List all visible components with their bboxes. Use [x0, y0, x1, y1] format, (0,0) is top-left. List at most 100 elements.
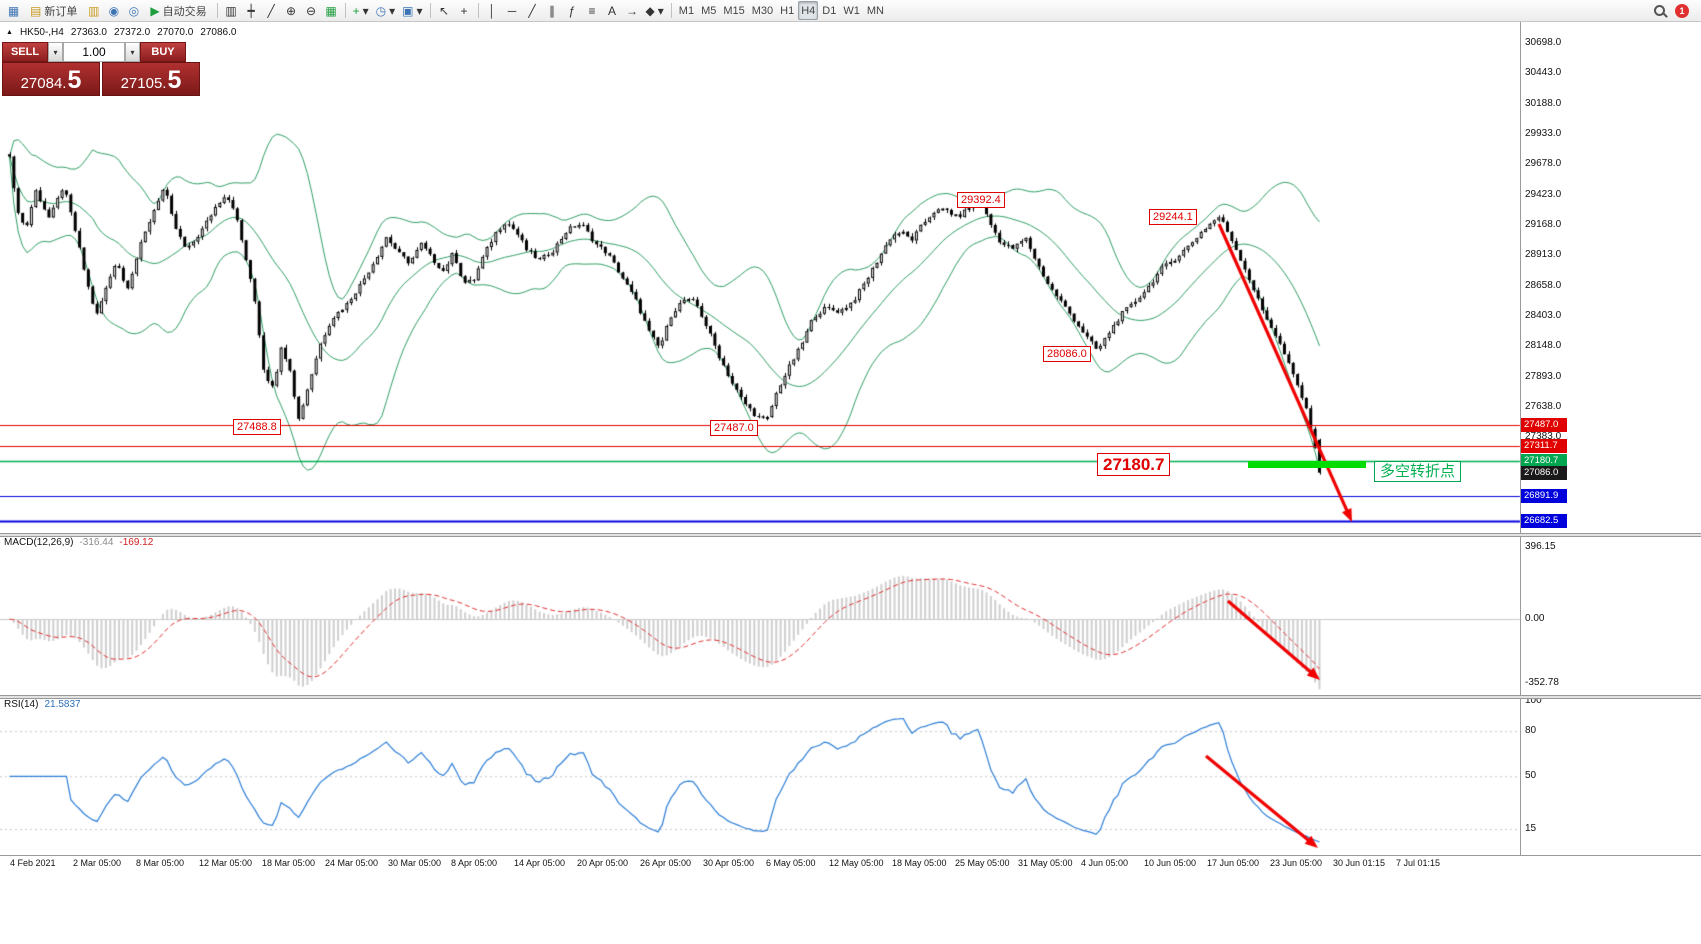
macd-scale-label: 0.00	[1525, 613, 1545, 624]
vertical-line-icon[interactable]: │	[483, 1, 502, 20]
price-axis-tick: 29423.0	[1525, 188, 1562, 200]
horizontal-line-icon[interactable]: ─	[503, 1, 522, 20]
buy-price[interactable]: 27105. 5	[102, 62, 200, 96]
toolbar-right: 1	[1654, 3, 1697, 18]
price-annotation-label[interactable]: 28086.0	[1043, 346, 1091, 362]
chart-canvas[interactable]	[0, 22, 1701, 944]
main-toolbar: ▦ ▤ 新订单 ▥ ◉ ◎ ▶ 自动交易 ▥ ┿ ╱ ⊕ ⊖ ▦ + ▾ ◷ ▾ ▣ ▾ …	[0, 0, 1701, 22]
timeframe-button-h4[interactable]: H4	[798, 1, 819, 20]
new-chart-icon[interactable]: + ▾	[350, 1, 372, 20]
shapes-icon[interactable]: ◆ ▾	[643, 1, 667, 20]
line-chart-icon[interactable]: ╱	[262, 1, 281, 20]
panel-separator-rsi[interactable]	[0, 695, 1701, 699]
price-annotation-label[interactable]: 27488.8	[233, 419, 281, 435]
sell-price[interactable]: 27084. 5	[2, 62, 100, 96]
bar-chart-icon[interactable]: ▥	[222, 1, 241, 20]
fibonacci-icon[interactable]: ƒ	[563, 1, 582, 20]
toolbar-separator	[477, 3, 479, 18]
grid-lines-icon[interactable]: ≡	[583, 1, 602, 20]
price-axis-tick: 29168.0	[1525, 219, 1562, 230]
time-axis-label: 20 Apr 05:00	[577, 858, 629, 868]
candlestick-icon[interactable]: ┿	[242, 1, 261, 20]
contacts-icon[interactable]: ◉	[104, 1, 123, 20]
timeframe-button-d1[interactable]: D1	[819, 1, 839, 20]
timeframe-button-w1[interactable]: W1	[840, 1, 863, 20]
price-axis-tick: 28658.0	[1525, 279, 1562, 291]
crosshair-icon[interactable]: +	[455, 1, 474, 20]
timeframe-button-m30[interactable]: M30	[749, 1, 776, 20]
volume-increase-button[interactable]: ▾	[125, 42, 140, 62]
symbol-label: HK50-,H4	[19, 27, 64, 38]
price-annotation-label[interactable]: 29392.4	[957, 192, 1005, 208]
timeframe-button-m5[interactable]: M5	[698, 1, 719, 20]
periods-icon[interactable]: ◷ ▾	[373, 1, 399, 20]
ohlc-open: 27363.0	[70, 27, 107, 38]
news-icon[interactable]: ◎	[124, 1, 143, 20]
turning-point-label[interactable]: 多空转折点	[1374, 461, 1462, 482]
toolbar-separator	[344, 3, 346, 18]
trendline-icon[interactable]: ╱	[523, 1, 542, 20]
sell-button[interactable]: SELL	[2, 42, 48, 62]
price-axis-divider	[1520, 22, 1521, 855]
macd-scale-label: -352.78	[1525, 677, 1559, 689]
time-axis-label: 6 May 05:00	[766, 858, 816, 868]
volume-decrease-button[interactable]: ▾	[48, 42, 63, 62]
price-axis-tag: 27487.0	[1521, 417, 1567, 432]
time-axis-label: 7 Jul 01:15	[1396, 858, 1441, 868]
panel-separator-macd[interactable]	[0, 533, 1701, 537]
ohlc-high: 27372.0	[114, 27, 151, 38]
time-axis-label: 25 May 05:00	[955, 858, 1010, 868]
search-icon[interactable]	[1654, 5, 1665, 16]
highlight-bar[interactable]	[1248, 461, 1366, 468]
price-axis-tag: 27311.7	[1521, 438, 1567, 453]
equidistant-channel-icon[interactable]: ∥	[543, 1, 562, 20]
zoom-in-icon[interactable]: ⊕	[282, 1, 301, 20]
time-axis-label: 14 Apr 05:00	[514, 858, 566, 868]
history-icon[interactable]: ▥	[84, 1, 103, 20]
timeframe-button-mn[interactable]: MN	[864, 1, 887, 20]
time-axis-label: 4 Jun 05:00	[1081, 858, 1129, 868]
new-order-button[interactable]: ▤ 新订单	[24, 1, 83, 20]
new-order-icon: ▤	[30, 3, 42, 18]
rsi-scale-label: 50	[1525, 770, 1537, 782]
price-annotation-label[interactable]: 27487.0	[710, 420, 758, 436]
price-axis-tag: 26682.5	[1521, 513, 1567, 528]
time-axis-label: 18 Mar 05:00	[262, 858, 316, 868]
timeframe-button-h1[interactable]: H1	[777, 1, 797, 20]
timeframe-button-m1[interactable]: M1	[676, 1, 697, 20]
price-annotation-label[interactable]: 29244.1	[1149, 209, 1197, 225]
time-axis-label: 23 Jun 05:00	[1270, 858, 1323, 868]
time-axis-label: 18 May 05:00	[892, 858, 947, 868]
macd-scale-label: 396.15	[1525, 541, 1556, 553]
autotrading-button[interactable]: ▶ 自动交易	[144, 1, 212, 20]
zoom-out-icon[interactable]: ⊖	[302, 1, 321, 20]
symbol-direction-icon: ▲	[6, 29, 13, 36]
time-axis-label: 26 Apr 05:00	[640, 858, 692, 868]
time-axis-divider	[0, 855, 1701, 856]
price-axis-tag: 26891.9	[1521, 488, 1567, 503]
time-axis-label: 12 Mar 05:00	[199, 858, 253, 868]
price-annotation-label[interactable]: 27180.7	[1097, 453, 1171, 476]
price-axis-tick: 29678.0	[1525, 158, 1562, 170]
text-tool-icon[interactable]: A	[603, 1, 622, 20]
tile-windows-icon[interactable]: ▦	[322, 1, 341, 20]
time-axis-label: 31 May 05:00	[1018, 858, 1073, 868]
time-axis-label: 30 Jun 01:15	[1333, 858, 1386, 868]
cursor-icon[interactable]: ↖	[435, 1, 454, 20]
macd-label: MACD(12,26,9) -316.44 -169.12	[4, 537, 154, 548]
buy-button[interactable]: BUY	[140, 42, 186, 62]
toolbar-separator	[216, 3, 218, 18]
chart-window-icon[interactable]: ▦	[4, 1, 23, 20]
notification-badge[interactable]: 1	[1675, 3, 1689, 18]
time-axis-label: 24 Mar 05:00	[325, 858, 379, 868]
price-axis-tag: 27180.7	[1521, 454, 1567, 469]
arrow-tool-icon[interactable]: →	[623, 1, 642, 20]
rsi-label: RSI(14) 21.5837	[4, 699, 81, 710]
volume-input[interactable]	[63, 42, 125, 62]
time-axis-label: 2 Mar 05:00	[73, 858, 122, 868]
chart-templates-icon[interactable]: ▣ ▾	[399, 1, 425, 20]
price-axis-tick: 29933.0	[1525, 128, 1562, 139]
time-axis-label: 8 Mar 05:00	[136, 858, 185, 868]
timeframe-button-m15[interactable]: M15	[720, 1, 747, 20]
